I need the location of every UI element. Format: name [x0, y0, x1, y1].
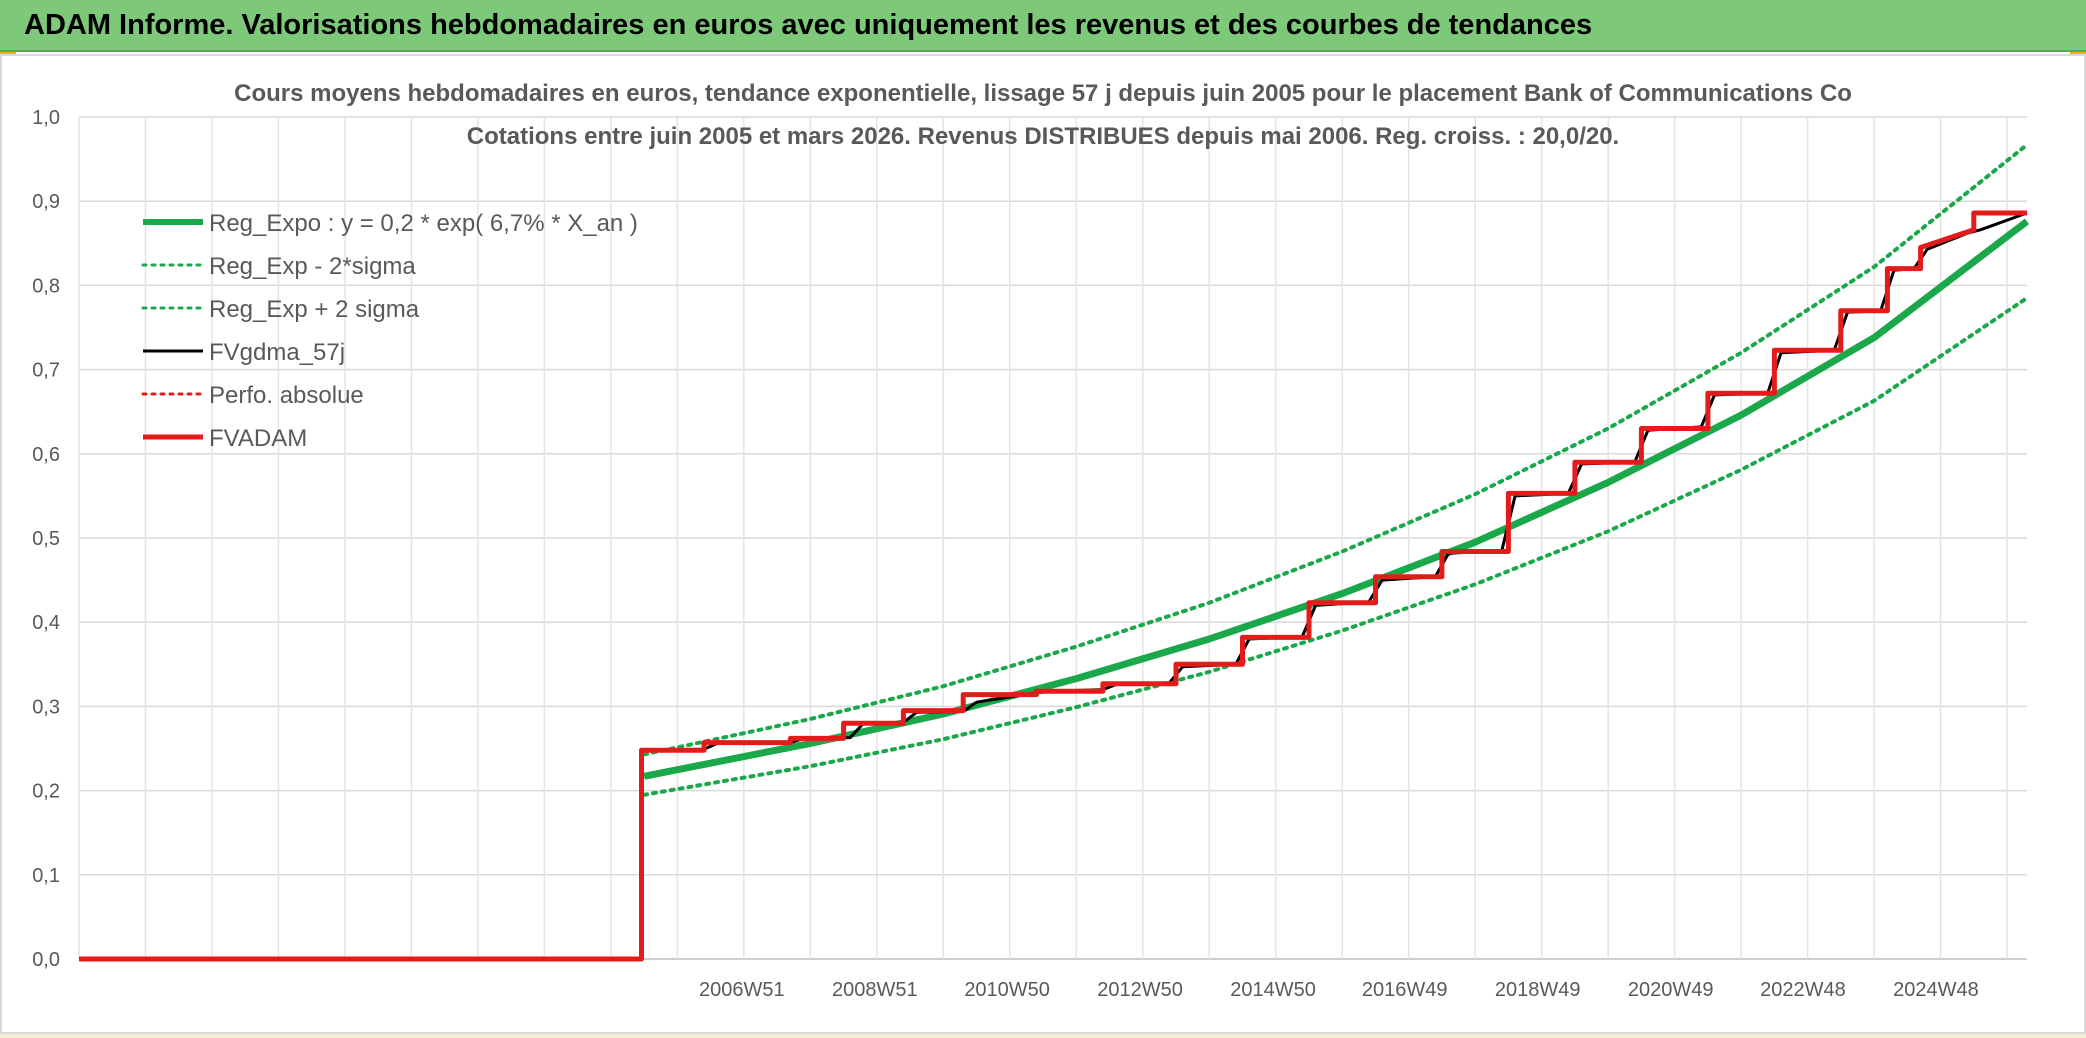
- legend-label: Reg_Exp - 2*sigma: [209, 253, 416, 280]
- x-tick-label: 2018W49: [1495, 979, 1581, 1001]
- chart-title: Cours moyens hebdomadaires en euros, ten…: [234, 80, 1852, 107]
- x-tick-label: 2010W50: [964, 979, 1050, 1001]
- y-tick-label: 0,1: [32, 865, 60, 887]
- report-banner: ADAM Informe. Valorisations hebdomadaire…: [0, 0, 2086, 52]
- legend-label: FVgdma_57j: [209, 339, 345, 366]
- report-title: ADAM Informe. Valorisations hebdomadaire…: [24, 9, 1593, 41]
- axis-labels: 0,0 0,1 0,2 0,3 0,4 0,5 0,6 0,7 0,8 0,9 1,0 2006W51…: [32, 107, 1979, 1001]
- y-tick-label: 0,3: [32, 696, 60, 718]
- y-tick-label: 0,9: [32, 191, 60, 213]
- series-line-5: [79, 210, 2027, 962]
- legend-label: Reg_Exp + 2 sigma: [209, 296, 420, 323]
- x-tick-label: 2024W48: [1893, 979, 1979, 1001]
- line-chart: 0,0 0,1 0,2 0,3 0,4 0,5 0,6 0,7 0,8 0,9 1,0 2006W51…: [0, 54, 2086, 1034]
- x-tick-label: 2006W51: [699, 979, 785, 1001]
- x-tick-label: 2016W49: [1362, 979, 1448, 1001]
- chart-area: 0,0 0,1 0,2 0,3 0,4 0,5 0,6 0,7 0,8 0,9 1,0 2006W51…: [0, 54, 2086, 1038]
- y-tick-label: 0,4: [32, 612, 60, 634]
- y-tick-label: 0,6: [32, 444, 60, 466]
- x-tick-label: 2012W50: [1097, 979, 1183, 1001]
- chart-titles: Cours moyens hebdomadaires en euros, ten…: [234, 80, 1852, 150]
- y-tick-label: 0,8: [32, 275, 60, 297]
- x-tick-label: 2022W48: [1760, 979, 1846, 1001]
- chart-frame: [0, 54, 2086, 1034]
- series-line-2: [642, 142, 2029, 757]
- x-tick-label: 2008W51: [832, 979, 918, 1001]
- x-tick-label: 2020W49: [1628, 979, 1714, 1001]
- series-line-1: [642, 296, 2029, 797]
- x-tick-label: 2014W50: [1230, 979, 1316, 1001]
- legend-label: Reg_Expo : y = 0,2 * exp( 6,7% * X_an ): [209, 210, 638, 237]
- y-tick-label: 1,0: [32, 107, 60, 129]
- chart-subtitle: Cotations entre juin 2005 et mars 2026. …: [467, 123, 1619, 150]
- bottom-strip: [0, 1034, 2086, 1038]
- legend-label: FVADAM: [209, 425, 307, 452]
- y-tick-label: 0,0: [32, 949, 60, 971]
- y-tick-label: 0,2: [32, 781, 60, 803]
- y-tick-label: 0,5: [32, 528, 60, 550]
- y-tick-label: 0,7: [32, 360, 60, 382]
- legend: Reg_Expo : y = 0,2 * exp( 6,7% * X_an ) R…: [141, 210, 638, 452]
- legend-label: Perfo. absolue: [209, 382, 364, 409]
- series-layer: [79, 142, 2030, 962]
